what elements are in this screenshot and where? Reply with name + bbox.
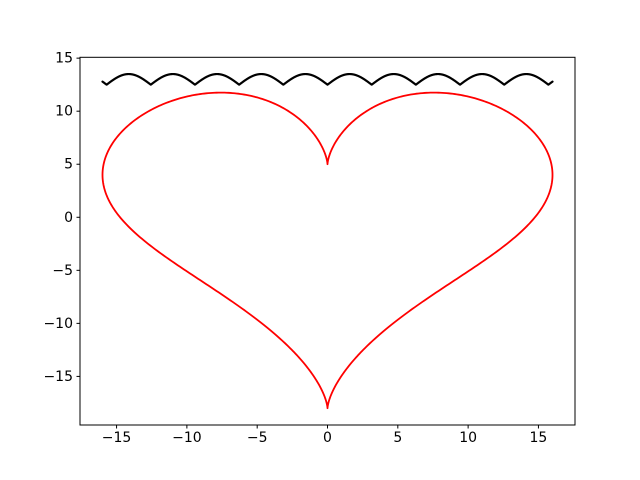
x-tick-label: −5 xyxy=(247,430,268,446)
x-tick-label: −15 xyxy=(102,430,132,446)
y-tick-label: 5 xyxy=(64,157,73,173)
y-tick-label: 15 xyxy=(55,51,73,67)
scalloped-line-series xyxy=(101,72,554,86)
y-tick-label: −15 xyxy=(43,369,73,385)
axes-layer xyxy=(79,56,576,426)
y-tick-label: 0 xyxy=(64,210,73,226)
tick-layer: −15 −10 −5 0 5 10 15 −15 −10 −5 0 5 10 15 xyxy=(43,51,547,446)
y-tick-label: −10 xyxy=(43,316,73,332)
x-tick-label: 15 xyxy=(530,430,548,446)
x-tick-label: 5 xyxy=(393,430,402,446)
x-tick-label: 0 xyxy=(323,430,332,446)
y-tick-label: 10 xyxy=(55,104,73,120)
x-tick-label: −10 xyxy=(172,430,202,446)
axes-frame xyxy=(79,56,576,426)
x-tick-label: 10 xyxy=(459,430,477,446)
heart-curve-series xyxy=(101,91,554,410)
y-tick-label: −5 xyxy=(52,263,73,279)
